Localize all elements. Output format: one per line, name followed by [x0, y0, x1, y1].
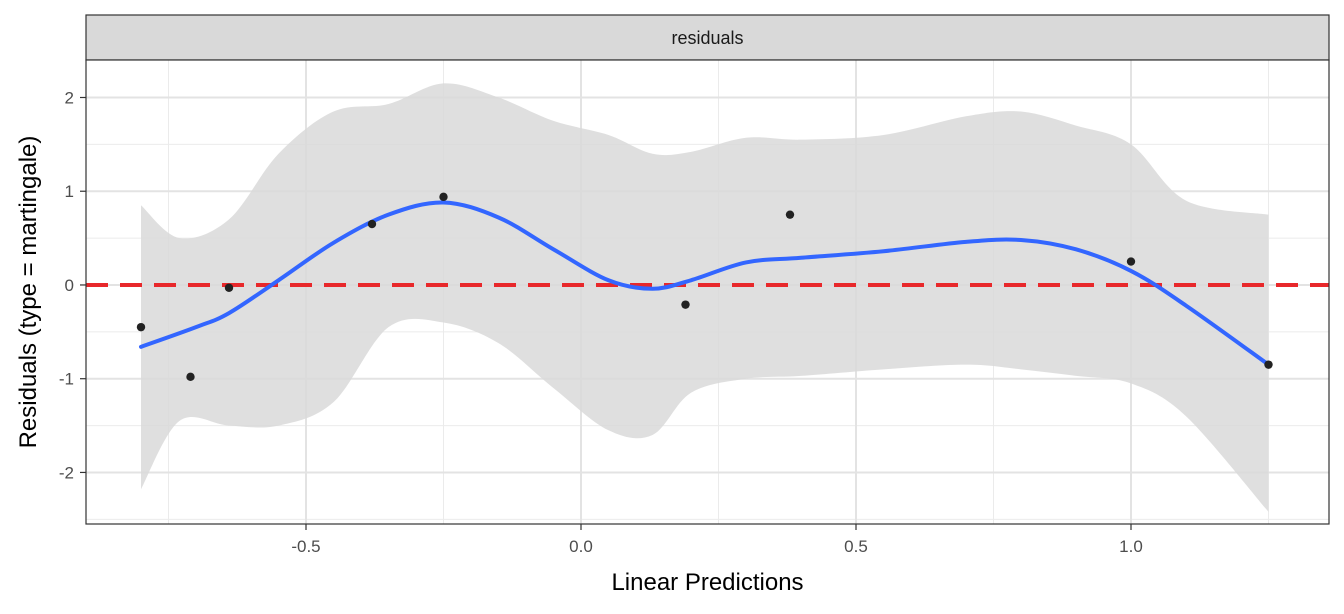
- x-tick-label: 0.0: [569, 537, 593, 556]
- y-tick-label: -2: [59, 463, 74, 482]
- data-points: [136, 192, 1273, 382]
- y-axis-title: Residuals (type = martingale): [15, 136, 42, 449]
- data-point: [186, 372, 195, 382]
- data-point: [136, 322, 146, 332]
- x-tick-label: 0.5: [844, 537, 868, 556]
- data-point: [1126, 257, 1136, 266]
- x-tick-label: 1.0: [1119, 537, 1143, 556]
- facet-strip: [85, 14, 1330, 61]
- data-point: [367, 219, 377, 229]
- y-axis-ticks: -2 -1 0 1 2: [59, 88, 86, 482]
- x-axis-ticks: -0.5 0.0 0.5 1.0: [291, 524, 1143, 556]
- x-tick-label: -0.5: [291, 537, 320, 556]
- confidence-band: [141, 83, 1269, 512]
- y-tick-label: 2: [65, 88, 74, 107]
- facet-strip-label: residuals: [671, 28, 743, 48]
- data-point: [439, 192, 448, 202]
- data-point: [224, 283, 234, 292]
- x-axis-title: Linear Predictions: [611, 569, 803, 596]
- data-point: [681, 300, 690, 309]
- y-tick-label: 0: [65, 276, 74, 295]
- y-tick-label: -1: [59, 370, 74, 389]
- data-point: [1264, 360, 1273, 369]
- data-point: [785, 210, 795, 219]
- smooth-fit-line: [139, 200, 1271, 367]
- panel-border: [85, 59, 1330, 525]
- y-tick-label: 1: [65, 182, 74, 201]
